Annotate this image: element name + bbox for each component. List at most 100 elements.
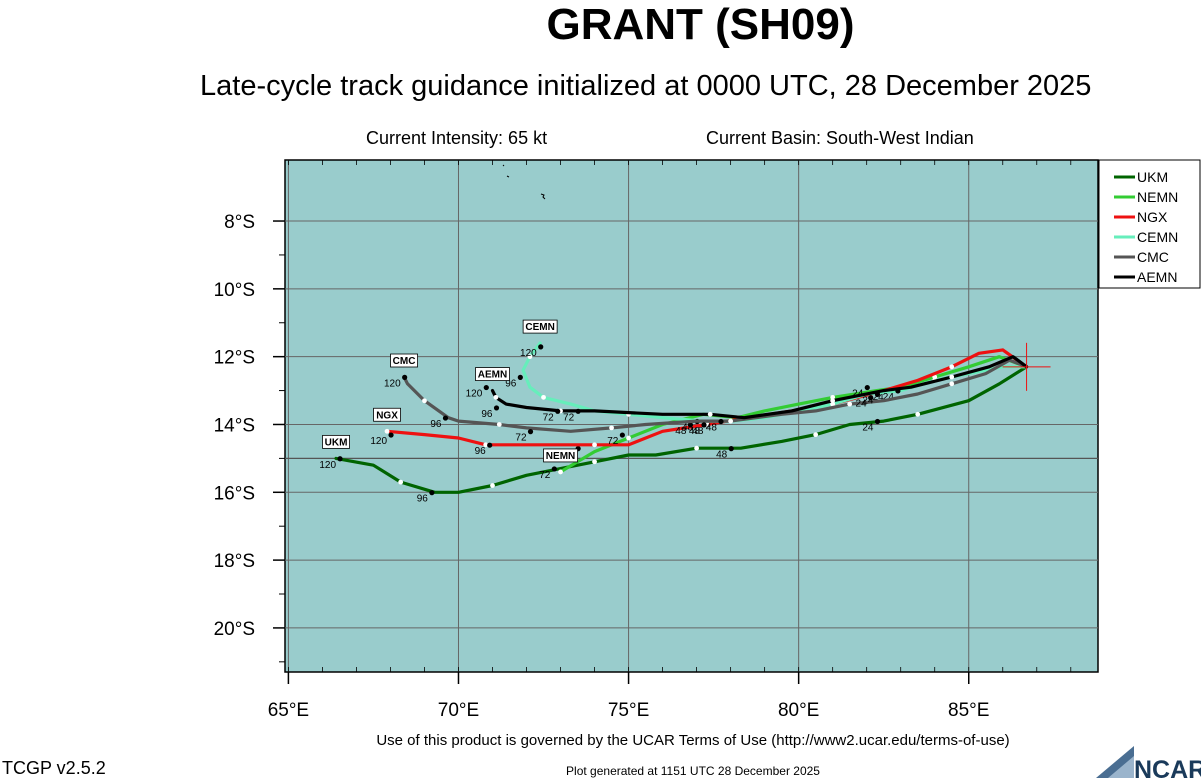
track-point-white	[490, 483, 495, 488]
ncar-logo-mark	[1108, 756, 1134, 778]
forecast-hour-dot	[429, 490, 435, 496]
forecast-hour-label: 120	[370, 436, 387, 447]
forecast-hour-dot	[487, 442, 493, 448]
y-tick-label: 18°S	[214, 551, 255, 572]
forecast-hour-dot	[728, 446, 734, 452]
track-point-white	[932, 374, 938, 380]
legend-entry: UKM	[1137, 169, 1168, 185]
forecast-hour-label: 24	[856, 399, 868, 410]
track-point-white	[949, 364, 955, 370]
track-point-white	[384, 428, 390, 434]
island-shape	[540, 193, 546, 200]
track-end-label: NGX	[376, 410, 398, 421]
forecast-hour-label: 120	[466, 389, 483, 400]
track-end-label-box	[390, 353, 418, 368]
forecast-hour-dot	[442, 415, 449, 421]
forecast-hour-dot	[874, 391, 881, 397]
forecast-hour-dot	[874, 418, 881, 425]
track-end-label: CMC	[393, 356, 416, 367]
forecast-hour-label: 72	[607, 436, 619, 447]
track-end-label: UKM	[325, 437, 348, 448]
ncar-logo: NCAR	[1096, 746, 1201, 780]
track-ngx: 24 48 72 96 120 NGX	[370, 348, 1029, 457]
track-aemn: 24 48 72 96 120 AEMN	[466, 355, 1029, 433]
grid-lines	[285, 160, 1098, 672]
current-position-marker	[1002, 342, 1051, 391]
track-point-white	[830, 394, 836, 400]
axes: 65°E 70°E 75°E 80°E 85°E 8°S 10°S 12°S 14°S 16°S 1…	[214, 160, 1072, 721]
track-lines: 24487296120UKM244872NEMN24487296120NGX24…	[319, 319, 1029, 505]
forecast-hour-label: 96	[475, 446, 487, 457]
track-point-white	[813, 432, 819, 438]
forecast-hour-label: 72	[563, 412, 575, 423]
x-tick-label: 85°E	[948, 700, 989, 721]
forecast-hour-dot	[483, 384, 489, 391]
forecast-hour-label: 24	[862, 395, 874, 406]
track-end-label: CEMN	[525, 322, 554, 333]
track-point-white	[847, 401, 853, 407]
forecast-hour-dot	[864, 384, 870, 391]
track-end-label-box	[373, 407, 401, 422]
track-end-label-box	[543, 448, 578, 463]
ncar-logo-text: NCAR	[1134, 756, 1201, 780]
forecast-hour-label: 72	[539, 470, 551, 481]
track-point-white	[541, 394, 546, 400]
track-point-white	[949, 381, 955, 387]
forecast-hour-dot	[619, 432, 625, 438]
forecast-hour-label: 120	[384, 378, 401, 389]
track-point-white	[422, 398, 427, 404]
forecast-hour-label: 48	[675, 426, 687, 437]
forecast-hour-dot	[337, 456, 343, 462]
plot-generated-time: Plot generated at 1151 UTC 28 December 2…	[566, 764, 820, 778]
terms-of-use: Use of this product is governed by the U…	[376, 732, 1010, 749]
track-point-white	[592, 459, 597, 465]
chart-title: GRANT (SH09)	[546, 0, 855, 49]
forecast-hour-label: 48	[716, 450, 728, 461]
x-tick-label: 70°E	[438, 700, 479, 721]
forecast-hour-label: 96	[430, 419, 442, 430]
forecast-hour-label: 96	[505, 378, 517, 389]
track-point-white	[493, 394, 499, 400]
forecast-hour-label: 96	[417, 494, 429, 505]
track-end-label: NEMN	[546, 451, 575, 462]
island-shape	[506, 175, 510, 178]
current-intensity: Current Intensity: 65 kt	[366, 128, 548, 148]
forecast-hour-dot	[551, 466, 557, 472]
track-point-white	[830, 398, 836, 404]
track-point-white	[707, 411, 713, 417]
island-outlines	[502, 164, 546, 200]
y-tick-label: 14°S	[214, 415, 255, 436]
current-basin: Current Basin: South-West Indian	[706, 128, 974, 148]
track-point-white	[496, 422, 502, 427]
forecast-hour-label: 120	[520, 348, 537, 359]
track-point-white	[728, 418, 734, 424]
x-tick-label: 65°E	[268, 700, 309, 721]
forecast-hour-dot	[402, 374, 408, 380]
forecast-hour-dot	[388, 432, 394, 438]
legend-box	[1098, 159, 1201, 289]
legend-entry: AEMN	[1137, 269, 1177, 285]
track-point-white	[558, 469, 563, 475]
forecast-hour-dot	[493, 405, 500, 411]
track-line-ukm	[334, 365, 1029, 494]
y-tick-label: 12°S	[214, 348, 255, 369]
forecast-hour-label: 24	[883, 392, 895, 403]
forecast-hour-dot	[517, 374, 523, 380]
track-point-white	[592, 442, 597, 448]
forecast-hour-label: 48	[692, 426, 704, 437]
forecast-hour-label: 120	[319, 460, 336, 471]
x-tick-label: 80°E	[778, 700, 819, 721]
track-point-white	[830, 401, 836, 407]
track-point-white	[483, 442, 489, 448]
forecast-hour-label: 24	[852, 389, 864, 400]
forecast-hour-dot	[527, 429, 534, 435]
track-ukm: 24 48 72 96 120 UKM	[319, 365, 1029, 505]
track-point-white	[626, 435, 631, 441]
forecast-hour-dot	[868, 395, 874, 401]
forecast-hour-label: 24	[873, 392, 885, 403]
y-tick-label: 16°S	[214, 483, 255, 504]
island-shape	[502, 164, 505, 167]
legend-entry: NEMN	[1137, 189, 1178, 205]
forecast-hour-label: 96	[481, 409, 493, 420]
